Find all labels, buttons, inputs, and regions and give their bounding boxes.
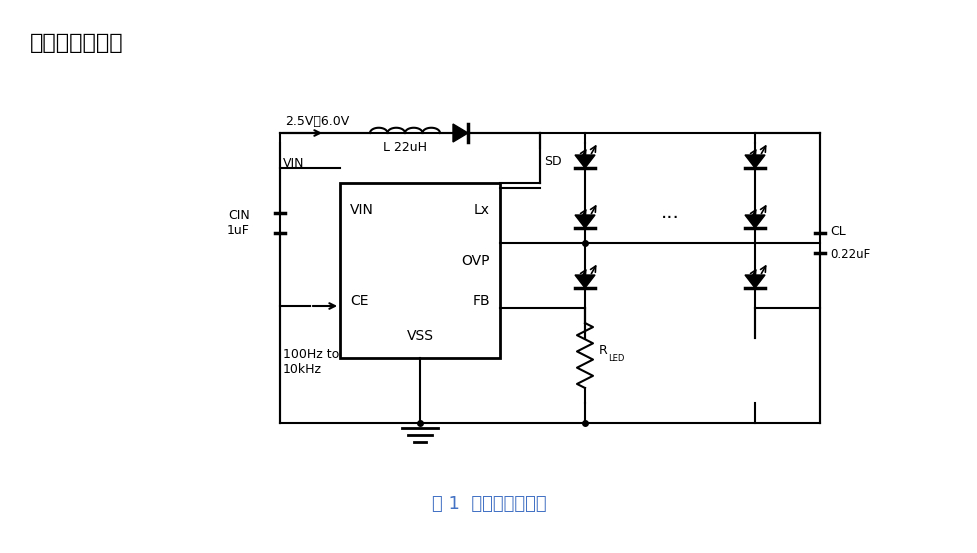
Text: 图 1  典型应用电路图: 图 1 典型应用电路图 bbox=[431, 495, 546, 513]
Polygon shape bbox=[744, 275, 764, 288]
Polygon shape bbox=[574, 215, 594, 228]
Text: CE: CE bbox=[350, 294, 368, 308]
Text: ···: ··· bbox=[659, 208, 679, 227]
Text: VIN: VIN bbox=[350, 203, 373, 217]
Polygon shape bbox=[574, 155, 594, 168]
Text: VIN: VIN bbox=[282, 156, 304, 170]
Text: 2.5V～6.0V: 2.5V～6.0V bbox=[284, 115, 349, 128]
Polygon shape bbox=[452, 124, 468, 142]
Polygon shape bbox=[574, 275, 594, 288]
Text: VSS: VSS bbox=[406, 329, 433, 343]
Text: L 22uH: L 22uH bbox=[383, 141, 427, 154]
Text: FB: FB bbox=[472, 294, 489, 308]
Bar bbox=[340, 183, 499, 358]
Polygon shape bbox=[744, 155, 764, 168]
Text: R: R bbox=[598, 344, 607, 357]
Text: CL: CL bbox=[829, 225, 845, 238]
Text: 100Hz to
10kHz: 100Hz to 10kHz bbox=[282, 348, 339, 376]
Text: SD: SD bbox=[543, 155, 561, 168]
Text: OVP: OVP bbox=[461, 253, 489, 268]
Text: CIN
1uF: CIN 1uF bbox=[227, 209, 250, 237]
Polygon shape bbox=[744, 215, 764, 228]
Text: Lx: Lx bbox=[474, 203, 489, 217]
Text: LED: LED bbox=[608, 354, 623, 363]
Text: 0.22uF: 0.22uF bbox=[829, 248, 870, 261]
Text: 典型应用电路图: 典型应用电路图 bbox=[30, 33, 123, 53]
